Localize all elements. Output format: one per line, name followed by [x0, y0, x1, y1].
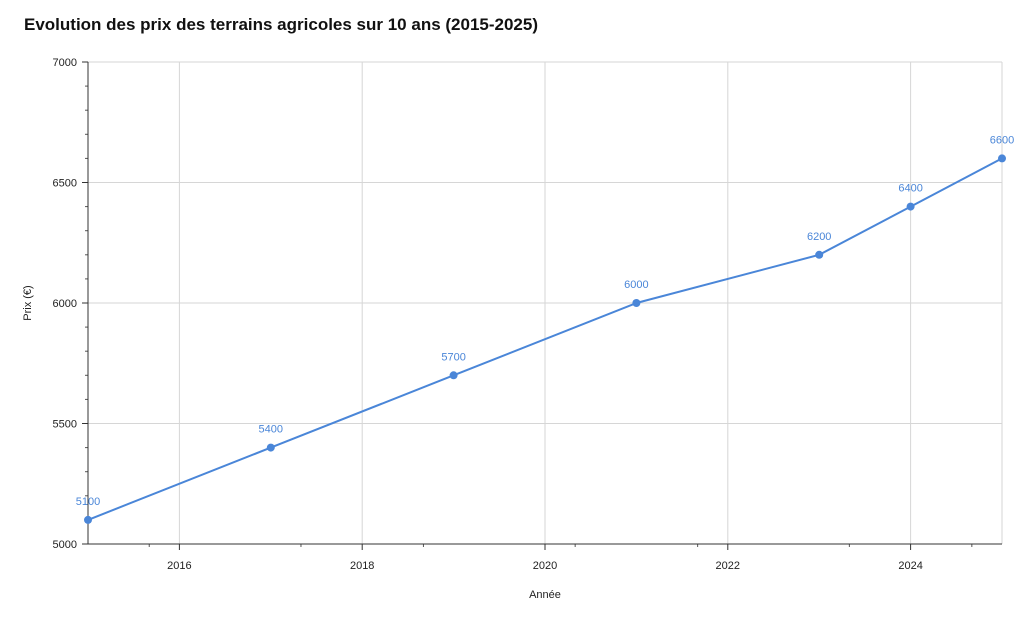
y-tick-label-5500: 5500	[53, 419, 77, 431]
chart-title: Evolution des prix des terrains agricole…	[24, 15, 539, 34]
tick-labels: 5000 5500 6000 6500 7000 2016 2018 2020 2022 2024	[53, 57, 923, 572]
y-tick-label-5000: 5000	[53, 539, 77, 551]
data-point-2017	[266, 443, 275, 452]
data-labels: 5100 5400 5700 6000 6200 6400 6600	[76, 134, 1014, 508]
x-axis-title: Année	[529, 589, 561, 601]
y-axis-title: Prix (€)	[22, 285, 34, 320]
data-point-2021	[632, 299, 641, 307]
data-label-2021: 6000	[624, 279, 648, 291]
data-label-2017: 5400	[259, 424, 283, 436]
x-tick-label-2018: 2018	[350, 560, 374, 572]
data-label-2019: 5700	[441, 351, 465, 363]
y-tick-label-6500: 6500	[53, 178, 77, 190]
y-tick-label-6000: 6000	[53, 298, 77, 310]
data-point-2019	[449, 371, 458, 380]
data-point-2023	[815, 250, 824, 259]
data-point-2025	[998, 154, 1006, 163]
x-tick-label-2024: 2024	[898, 560, 922, 572]
x-tick-label-2016: 2016	[167, 560, 191, 572]
data-label-2024: 6400	[898, 183, 922, 195]
grid-lines	[88, 61, 1003, 544]
data-point-2015	[84, 515, 92, 524]
data-label-2025: 6600	[990, 134, 1014, 146]
data-point-2024	[906, 202, 915, 211]
x-tick-label-2022: 2022	[716, 560, 740, 572]
axes	[82, 61, 1002, 550]
data-label-2015: 5100	[76, 496, 100, 508]
data-label-2023: 6200	[807, 231, 831, 243]
x-tick-label-2020: 2020	[533, 560, 557, 572]
y-tick-label-7000: 7000	[53, 57, 77, 69]
data-series	[84, 154, 1006, 524]
